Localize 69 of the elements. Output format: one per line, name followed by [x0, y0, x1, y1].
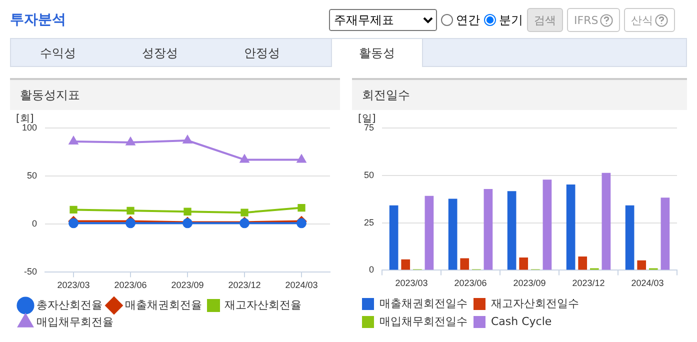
- point: [298, 204, 306, 212]
- bar: [542, 180, 552, 270]
- point: [296, 218, 306, 228]
- y-axis-title: [일]: [358, 114, 376, 125]
- bar: [507, 191, 516, 270]
- text: 검색: [527, 8, 563, 32]
- point: [70, 206, 78, 214]
- point: [183, 136, 192, 144]
- x-tick-label: 2024/03: [285, 280, 318, 290]
- y-tick-label: 0: [368, 264, 374, 275]
- legend-label: 재고자산회전일수: [491, 296, 579, 310]
- text: 연간: [455, 12, 480, 28]
- point: [297, 154, 306, 163]
- legend-label: 총자산회전율: [36, 298, 102, 312]
- bar: [401, 259, 410, 270]
- x-tick-label: 2023/09: [171, 280, 204, 290]
- point: [126, 206, 134, 215]
- point: [126, 137, 135, 146]
- x-tick-label: 2023/12: [228, 280, 261, 290]
- bar: [660, 198, 670, 270]
- bar: [625, 205, 634, 270]
- point: [240, 154, 249, 163]
- y-tick-label: 0: [32, 218, 38, 229]
- x-tick-label: 2023/12: [572, 278, 605, 288]
- text: 안정성: [243, 45, 281, 62]
- y-tick-label: 75: [364, 122, 374, 132]
- legend-label: 매출채권회전일수: [380, 296, 468, 310]
- x-tick-label: 2024/03: [631, 278, 664, 288]
- bar: [424, 196, 434, 270]
- text: 성장성: [141, 45, 179, 62]
- legend-label: 매입채무회전율: [36, 315, 114, 328]
- text: 활동성: [331, 38, 423, 67]
- y-tick-label: 50: [364, 170, 374, 180]
- legend-label: 재고자산회전율: [224, 298, 302, 312]
- x-tick-label: 2023/06: [454, 278, 487, 288]
- y-tick-label: 25: [364, 217, 374, 228]
- x-tick-label: 2023/03: [395, 278, 428, 288]
- bar: [519, 257, 528, 270]
- text: IFRS: [567, 8, 620, 32]
- bar: [602, 172, 611, 270]
- point: [240, 208, 248, 216]
- chart-title: 회전일수: [352, 80, 687, 110]
- y-axis-title: [회]: [16, 114, 34, 125]
- legend-label: Cash Cycle: [491, 314, 552, 328]
- y-tick-label: 50: [27, 170, 38, 181]
- point: [126, 218, 136, 228]
- x-tick-label: 2023/06: [114, 280, 147, 290]
- x-tick-label: 2023/09: [513, 278, 546, 288]
- text: 산식: [624, 8, 676, 32]
- bar: [566, 184, 576, 270]
- bar: [578, 256, 588, 270]
- point: [184, 208, 192, 216]
- y-tick-label: 100: [22, 122, 38, 132]
- text: 분기: [498, 12, 523, 28]
- legend-label: 매입채무회전일수: [380, 314, 468, 328]
- bar: [637, 260, 646, 270]
- text: 투자분석: [10, 11, 66, 29]
- text: 수익성: [39, 45, 77, 62]
- x-tick-label: 2023/03: [57, 280, 90, 290]
- point: [69, 136, 78, 144]
- bar: [448, 198, 458, 270]
- text: 주재무제표: [329, 9, 437, 31]
- chart-title: 활동성지표: [10, 80, 340, 110]
- legend-label: 매출채권회전율: [125, 298, 202, 312]
- point: [68, 218, 79, 228]
- bar: [389, 205, 398, 270]
- y-tick-label: -50: [24, 266, 38, 277]
- bar: [484, 189, 493, 270]
- bar: [460, 258, 470, 270]
